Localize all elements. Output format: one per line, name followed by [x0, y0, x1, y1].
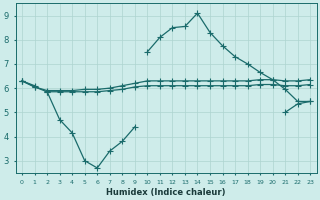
- X-axis label: Humidex (Indice chaleur): Humidex (Indice chaleur): [107, 188, 226, 197]
